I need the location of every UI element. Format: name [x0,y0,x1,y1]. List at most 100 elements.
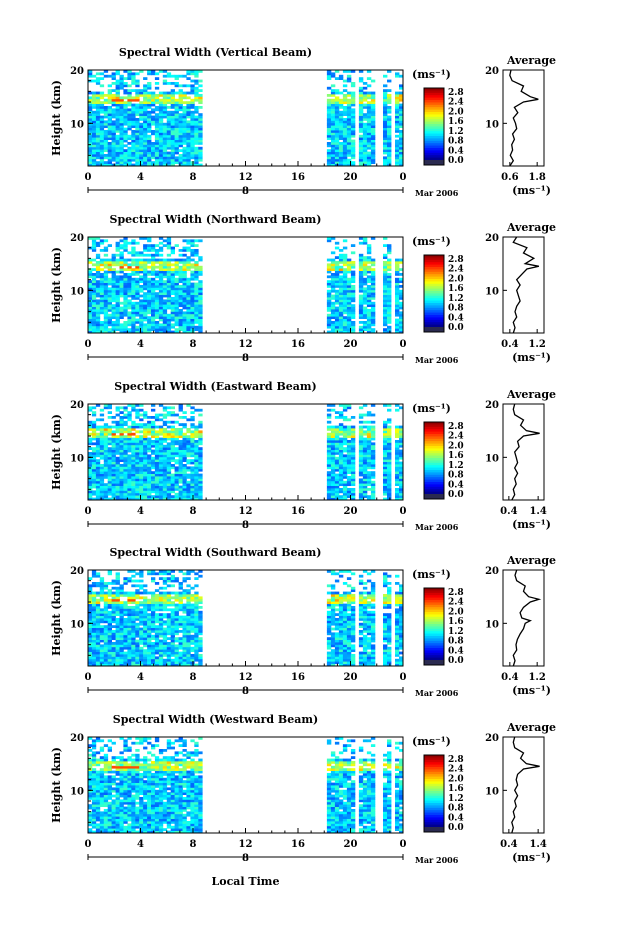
heatmap-cell [158,280,164,283]
heatmap-cell [95,161,101,164]
heatmap-cell [170,101,175,104]
heatmap-cell [95,625,101,628]
heatmap-cell [383,122,388,126]
heatmap-cell [135,301,140,305]
average-x-axis-label: (ms⁻¹) [512,518,551,531]
heatmap-cell [399,292,404,295]
heatmap-cell [123,115,128,119]
heatmap-cell [190,483,195,486]
heatmap-cell [362,294,368,298]
heatmap-cell [383,292,388,295]
heatmap-cell [174,156,179,160]
heatmap-cell [182,118,187,121]
heatmap-cell [154,480,160,484]
heatmap-cell [147,325,152,329]
heatmap-cell [115,86,120,90]
heatmap-cell [399,473,404,477]
heatmap-cell [115,480,120,484]
heatmap-cell [370,282,376,286]
colorbar-segment [424,431,444,435]
heatmap-cell [158,237,164,240]
heatmap-cell [395,144,400,148]
heatmap-cell [123,627,128,631]
y-tick-label: 20 [70,66,84,77]
heatmap-cell [186,447,191,450]
heatmap-cell [178,325,183,329]
colorbar-segment [424,484,444,488]
heatmap-cell [147,144,152,148]
heatmap-cell [330,485,336,489]
heatmap-cell [166,480,172,484]
heatmap-cell [166,275,172,279]
heatmap-cell [111,297,116,300]
heatmap-cell [135,325,140,329]
heatmap-cell [158,449,164,453]
heatmap-cell [158,287,164,291]
heatmap-cell [166,246,172,250]
x-tick-label: 20 [344,506,358,517]
heatmap-cell [91,601,97,604]
heatmap-cell [190,471,195,474]
heatmap-cell [111,130,116,133]
heatmap-cell [194,96,199,100]
heatmap-cell [330,265,336,269]
heatmap-cell [198,285,203,288]
heatmap-cell [135,89,140,92]
heatmap-cell [342,318,348,322]
heatmap-cell [119,142,124,145]
heatmap-cell [139,435,144,438]
heatmap-cell [139,253,144,257]
heatmap-cell [334,485,340,489]
colorbar-segment [424,104,444,108]
heatmap-cell [186,125,191,128]
heatmap-cell [99,661,105,664]
heatmap-cell [387,485,392,489]
heatmap-cell [147,106,152,109]
heatmap-cell [190,488,195,491]
heatmap-cell [95,311,101,315]
heatmap-cell [115,294,120,298]
heatmap-cell [158,325,164,329]
heatmap-cell [158,483,164,486]
heatmap-cell [151,408,156,412]
heatmap-cell [182,74,187,78]
heatmap-cell [383,156,388,160]
heatmap-cell [95,263,101,267]
heatmap-cell [123,656,128,660]
heatmap-cell [387,425,392,429]
heatmap-cell [131,330,136,334]
heatmap-cell [127,473,132,477]
heatmap-cell [182,249,187,252]
colorbar-tick-label: 1.2 [448,294,464,304]
heatmap-cell [358,79,364,83]
heatmap-cell [158,137,164,140]
heatmap-cell [99,483,105,486]
heatmap-cell [107,649,112,652]
heatmap-cell [338,285,344,288]
heatmap-cell [127,483,132,486]
heatmap-cell [334,91,340,95]
heatmap-cell [182,161,187,164]
heatmap-cell [334,246,340,250]
heatmap-cell [174,420,179,424]
heatmap-cell [395,106,400,109]
heatmap-cell [158,101,164,104]
heatmap-cell [123,601,128,604]
heatmap-cell [330,154,336,157]
heatmap-cell [399,406,404,410]
heatmap-cell [174,328,179,331]
heatmap-cell [350,473,356,477]
heatmap-cell [107,406,112,410]
heatmap-cell [91,574,97,578]
heatmap-cell [127,468,132,472]
heatmap-cell [119,79,124,83]
heatmap-cell [170,82,175,85]
heatmap-cell [174,98,179,102]
heatmap-cell [190,294,195,298]
heatmap-cell [162,285,168,288]
heatmap-cell [91,149,97,152]
heatmap-cell [107,142,112,145]
heatmap-cell [342,134,348,138]
heatmap-cell [174,485,179,489]
heatmap-cell [107,480,112,484]
